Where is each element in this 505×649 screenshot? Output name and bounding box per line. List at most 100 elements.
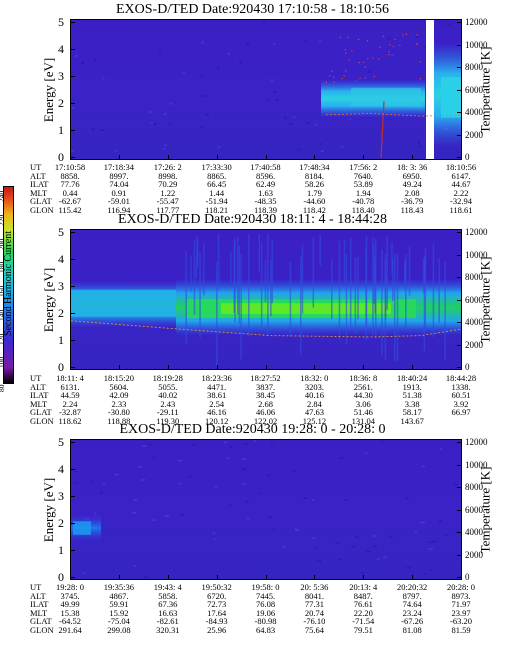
ephemeris-value: 18:32: 0 xyxy=(300,373,329,383)
right-tick-label: 2000 xyxy=(465,129,483,140)
vertical-streak xyxy=(393,253,396,362)
noise-speckle xyxy=(150,121,154,124)
noise-speckle xyxy=(229,446,233,448)
ephemeris-value: 17:40:58 xyxy=(250,162,281,172)
y-tick-label: 2 xyxy=(58,96,64,110)
noise-speckle xyxy=(382,556,386,559)
vertical-streak xyxy=(248,234,250,337)
ephemeris-value: 44.59 xyxy=(60,390,80,401)
ephemeris-value: 19.06 xyxy=(255,607,276,618)
ephemeris-value: 117.77 xyxy=(156,204,180,215)
ephemeris-value: -84.93 xyxy=(205,616,228,627)
noise-speckle xyxy=(152,456,156,459)
ephemeris-value: -40.78 xyxy=(352,196,375,207)
noise-speckle xyxy=(83,572,86,575)
scatter-point xyxy=(363,61,365,63)
noise-speckle xyxy=(315,546,318,549)
ephemeris-value: 20: 5:36 xyxy=(300,582,329,592)
ephemeris-value: -48.35 xyxy=(254,196,277,207)
right-tick-mark xyxy=(457,442,462,443)
right-tick-mark xyxy=(457,254,462,256)
noise-speckle xyxy=(347,578,353,579)
right-tick-mark xyxy=(457,299,462,301)
x-tick-mark xyxy=(216,365,218,370)
x-tick-mark xyxy=(461,155,462,160)
ephemeris-value: 19:58: 0 xyxy=(251,582,280,592)
noise-speckle xyxy=(339,457,344,459)
ephemeris-value: 118.61 xyxy=(449,204,473,215)
x-tick-mark xyxy=(118,365,120,370)
vertical-streak xyxy=(396,254,399,361)
temperature-trace xyxy=(71,320,461,338)
ephemeris-value: 2.68 xyxy=(258,398,273,409)
ephemeris-value: -76.10 xyxy=(303,616,326,627)
ephemeris-value: 49.24 xyxy=(402,179,422,190)
ephemeris-row-label: GLON xyxy=(30,204,54,215)
ephemeris-value: 8858. xyxy=(60,170,80,181)
noise-speckle xyxy=(162,147,166,150)
right-tick-mark xyxy=(457,157,462,158)
vertical-streak xyxy=(270,260,272,317)
right-tick-label: 6000 xyxy=(465,504,483,515)
scatter-point xyxy=(405,33,407,36)
vertical-streak xyxy=(203,243,205,296)
noise-speckle xyxy=(158,49,162,52)
vertical-streak xyxy=(392,258,394,302)
ephemeris-row: GLAT -32.87 -30.80 -29.11 46.16 46.06 47.63 51.… xyxy=(30,408,500,417)
right-tick-mark xyxy=(457,277,462,278)
noise-speckle xyxy=(428,548,434,550)
noise-speckle xyxy=(71,149,75,152)
ephemeris-value: -67.26 xyxy=(401,616,424,627)
noise-speckle xyxy=(131,511,137,514)
noise-speckle xyxy=(354,536,359,538)
ephemeris-value: 291.64 xyxy=(58,624,82,635)
ephemeris-value: 22.20 xyxy=(353,607,373,618)
noise-speckle xyxy=(303,39,307,42)
y-tick-mark xyxy=(70,367,75,368)
ephemeris-value: 44.67 xyxy=(451,179,471,190)
x-tick-mark xyxy=(118,155,120,160)
noise-speckle xyxy=(377,558,380,560)
ephemeris-row: UT 17:10:58 17:18:34 17:26: 2 17:33:30 17:40:… xyxy=(30,163,500,172)
ephemeris-value: 6950. xyxy=(402,170,422,181)
noise-speckle xyxy=(461,516,462,518)
right-tick-label: 12000 xyxy=(465,227,488,237)
y-tick-mark xyxy=(70,340,75,341)
noise-speckle xyxy=(413,530,418,533)
right-tick-label: 0 xyxy=(465,152,470,162)
vertical-streak xyxy=(264,259,267,303)
y-tick-label: 3 xyxy=(58,69,64,83)
vertical-streak xyxy=(240,253,242,360)
y-tick-mark xyxy=(70,313,75,314)
ephemeris-value: 18:19:28 xyxy=(152,373,183,383)
scatter-point xyxy=(392,45,394,48)
y-tick-label: 5 xyxy=(58,225,64,239)
ephemeris-value: 38.61 xyxy=(207,390,227,401)
noise-speckle xyxy=(246,43,250,46)
noise-speckle xyxy=(246,500,249,503)
ephemeris-value: 58.17 xyxy=(402,407,422,418)
data-gap xyxy=(426,20,434,159)
ephemeris-value: 74.04 xyxy=(109,179,129,190)
ephemeris-value: 18:44:28 xyxy=(445,373,477,383)
ephemeris-value: 8998. xyxy=(158,170,178,181)
ephemeris-row: ILAT 49.99 59.91 67.36 72.73 76.08 77.31 76.61 7… xyxy=(30,600,500,609)
ephemeris-value: 79.51 xyxy=(353,624,373,635)
vertical-streak xyxy=(423,257,426,352)
noise-speckle xyxy=(272,43,276,46)
ephemeris-value: 64.83 xyxy=(255,624,276,635)
ephemeris-value: 19:43: 4 xyxy=(153,582,182,592)
ephemeris-table: UT 17:10:58 17:18:34 17:26: 2 17:33:30 17:40:… xyxy=(30,163,500,215)
ephemeris-value: 40.02 xyxy=(158,390,178,401)
ephemeris-value: 2.22 xyxy=(453,187,469,198)
y-tick-mark xyxy=(70,157,75,158)
noise-speckle xyxy=(73,470,78,473)
ephemeris-value: 118.40 xyxy=(351,204,375,215)
ephemeris-value: 72.73 xyxy=(207,599,227,610)
ephemeris-value: 49.99 xyxy=(60,599,80,610)
vertical-streak xyxy=(349,238,352,331)
noise-speckle xyxy=(102,482,106,485)
ephemeris-value: 20:13: 4 xyxy=(349,582,378,592)
right-tick-label: 6000 xyxy=(465,84,483,95)
noise-speckle xyxy=(453,483,458,485)
